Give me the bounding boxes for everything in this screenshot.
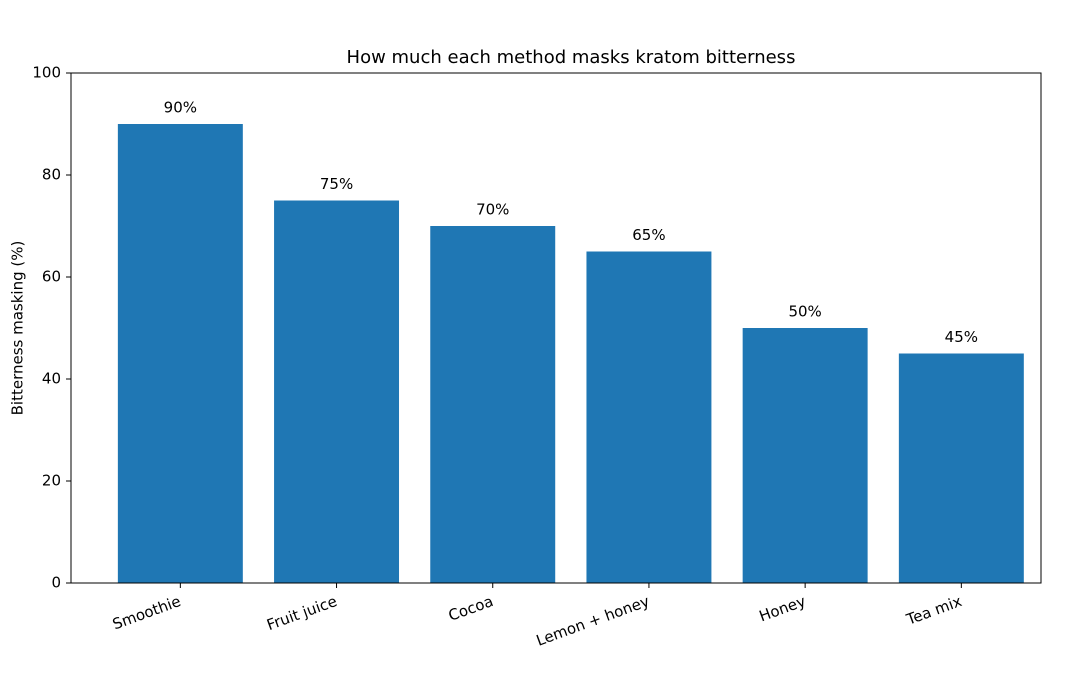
bar (586, 251, 712, 583)
x-tick-label: Tea mix (903, 592, 964, 629)
y-tick-label: 80 (42, 166, 61, 184)
value-label: 90% (164, 99, 197, 117)
chart-title: How much each method masks kratom bitter… (347, 47, 796, 68)
value-label: 75% (320, 175, 353, 193)
value-label: 70% (476, 201, 509, 219)
y-tick-label: 0 (51, 574, 61, 592)
y-tick-label: 40 (42, 370, 61, 388)
value-label: 45% (945, 328, 978, 346)
value-label: 65% (632, 226, 665, 244)
x-tick-label: Smoothie (110, 592, 183, 633)
value-label: 50% (788, 303, 821, 321)
y-axis-label: Bitterness masking (%) (9, 241, 27, 416)
plot-frame (70, 72, 1042, 584)
x-tick-label: Cocoa (446, 592, 496, 625)
y-tick-label: 100 (32, 64, 61, 82)
bar (742, 328, 868, 583)
y-tick-label: 60 (42, 268, 61, 286)
bar (274, 200, 400, 583)
bar (898, 353, 1024, 583)
x-tick-label: Lemon + honey (534, 592, 652, 650)
x-tick-label: Honey (757, 592, 808, 625)
y-tick-label: 20 (42, 472, 61, 490)
bar (430, 226, 556, 583)
bar (117, 124, 243, 583)
x-tick-label: Fruit juice (264, 592, 339, 634)
